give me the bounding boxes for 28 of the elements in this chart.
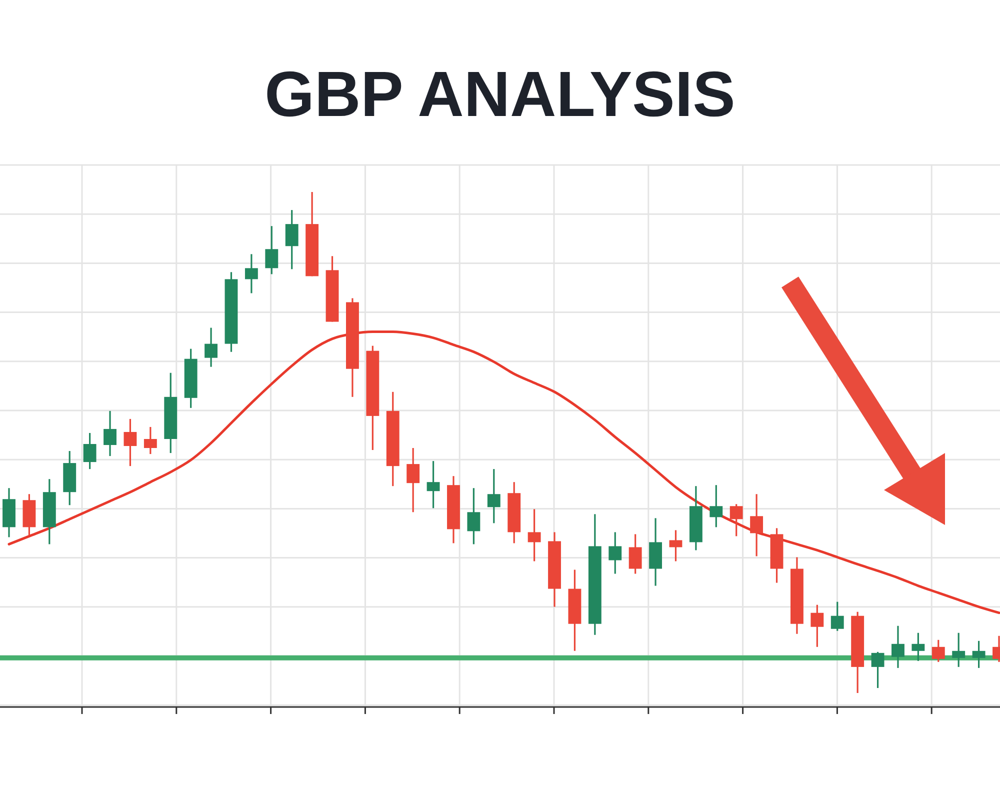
- candlestick: [952, 632, 966, 668]
- candlestick: [628, 533, 642, 575]
- candlestick: [972, 640, 986, 669]
- candlestick: [467, 487, 480, 546]
- candlestick: [83, 432, 96, 470]
- candlestick: [608, 531, 622, 575]
- candlestick: [730, 503, 743, 537]
- candlestick: [810, 604, 824, 648]
- candlestick: [932, 639, 945, 663]
- candlestick: [124, 418, 137, 467]
- candlestick: [871, 651, 884, 689]
- candlestick: [750, 493, 764, 558]
- candlestick: [144, 426, 157, 455]
- candlestick: [710, 484, 723, 528]
- candlestick: [285, 209, 298, 270]
- candlestick: [204, 326, 218, 368]
- candlestick: [406, 447, 420, 513]
- chart-title: GBP ANALYSIS: [264, 58, 736, 130]
- candlestick: [912, 632, 925, 662]
- candlestick: [244, 253, 258, 294]
- candlestick: [830, 601, 844, 632]
- candlestick: [104, 410, 116, 457]
- candlestick: [426, 460, 440, 509]
- candlestick: [265, 225, 278, 275]
- candlestick: [892, 625, 904, 669]
- candlestick: [487, 468, 500, 524]
- candlestick: [528, 508, 541, 562]
- candlestick: [669, 529, 682, 562]
